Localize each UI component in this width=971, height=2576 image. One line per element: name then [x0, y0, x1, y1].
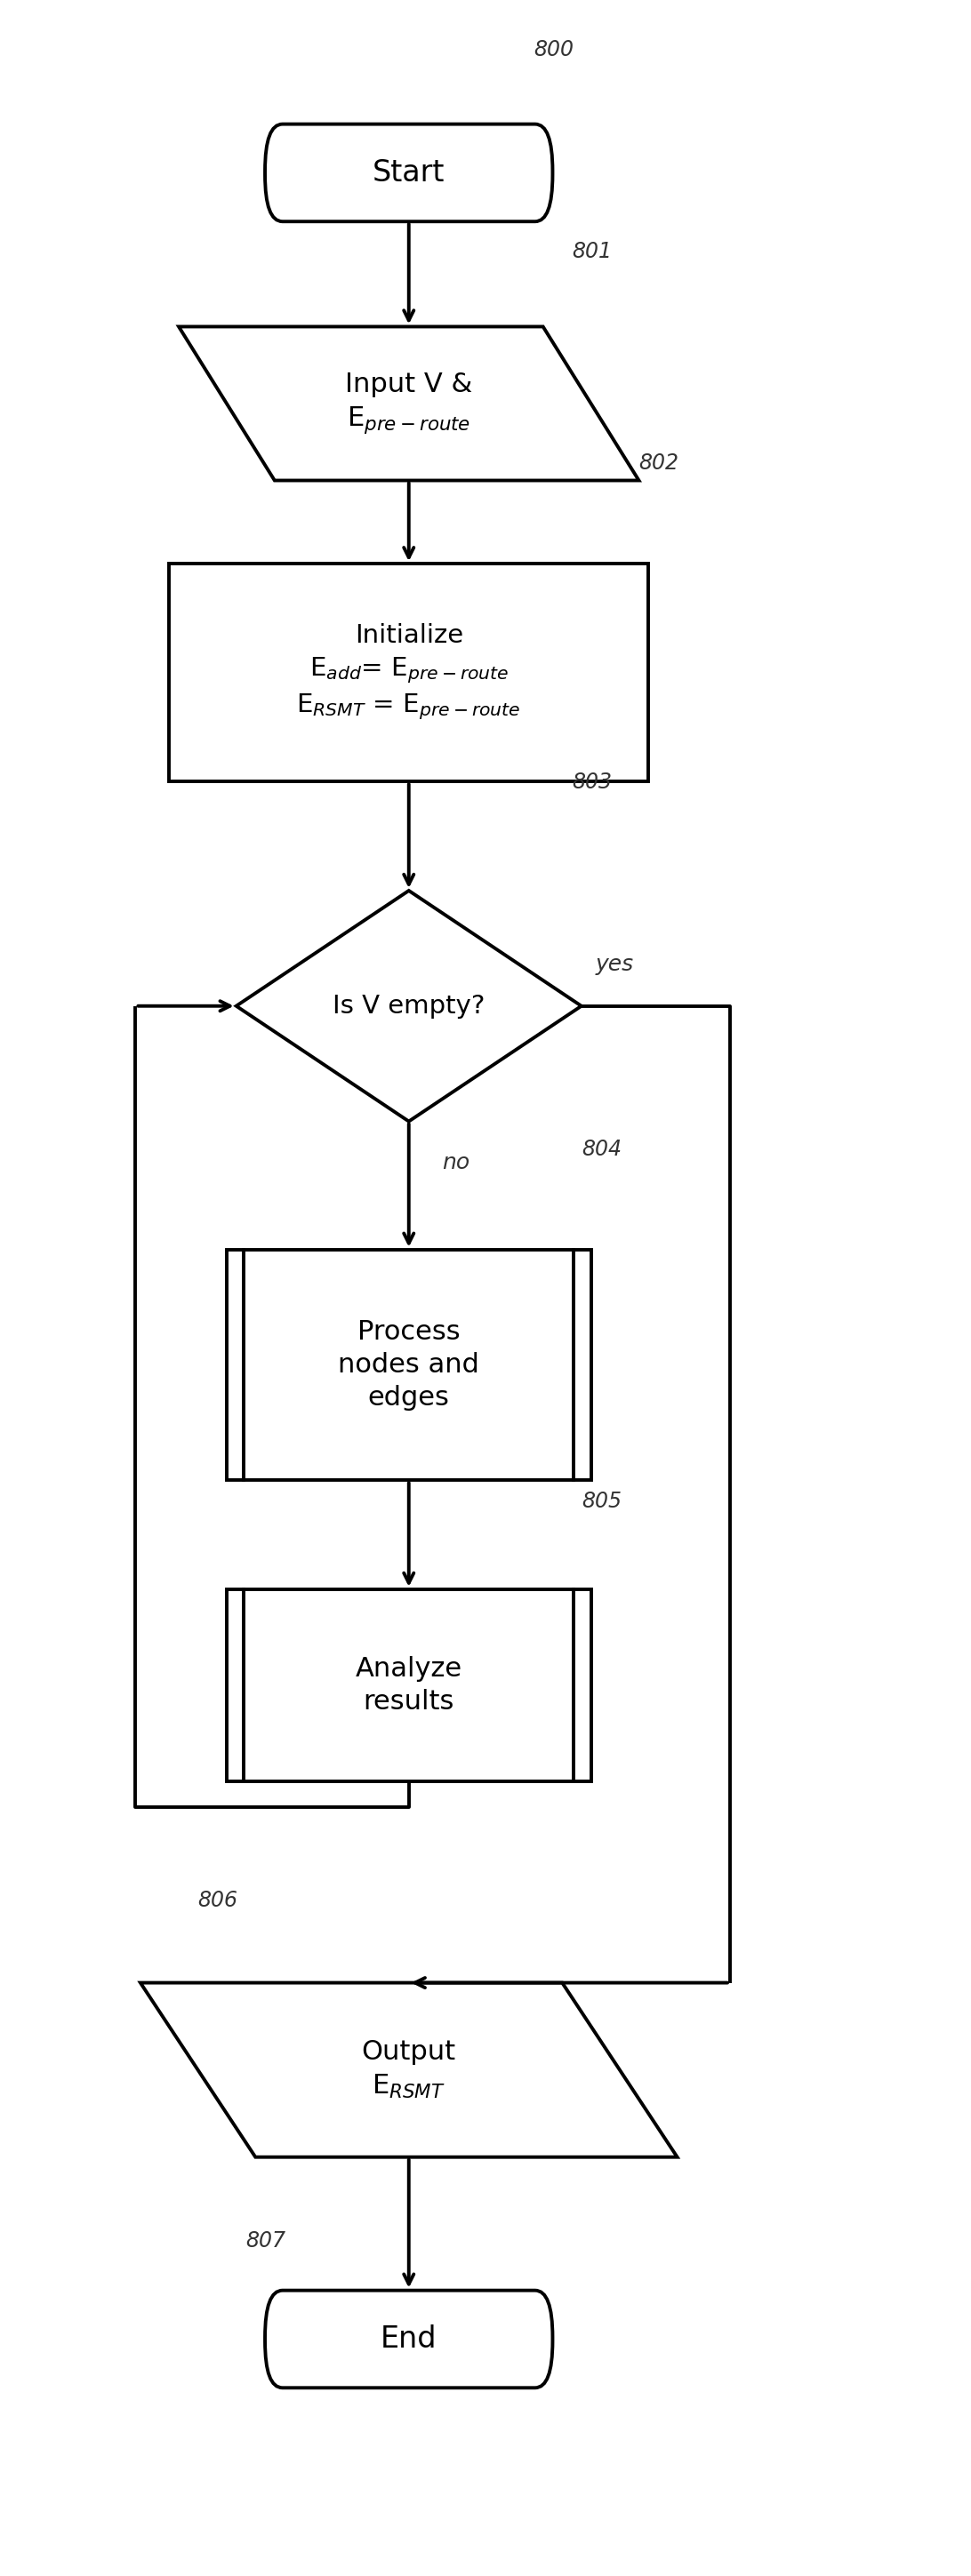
- FancyBboxPatch shape: [265, 2290, 552, 2388]
- Text: 800: 800: [533, 39, 574, 59]
- Text: yes: yes: [596, 953, 634, 976]
- Text: Output
E$_{RSMT}$: Output E$_{RSMT}$: [361, 2040, 456, 2099]
- Polygon shape: [236, 891, 582, 1121]
- Polygon shape: [179, 327, 639, 482]
- Text: Analyze
results: Analyze results: [355, 1656, 462, 1716]
- Text: 805: 805: [582, 1492, 621, 1512]
- Polygon shape: [141, 1984, 677, 2156]
- Text: End: End: [381, 2324, 437, 2354]
- Text: Process
nodes and
edges: Process nodes and edges: [338, 1319, 480, 1412]
- Text: 804: 804: [582, 1139, 621, 1159]
- Text: 807: 807: [246, 2231, 285, 2251]
- Text: no: no: [443, 1151, 470, 1175]
- Text: Start: Start: [373, 157, 445, 188]
- Bar: [226, 1249, 591, 1481]
- FancyBboxPatch shape: [265, 124, 552, 222]
- Text: 803: 803: [572, 773, 612, 793]
- Bar: [169, 564, 649, 781]
- Text: Is V empty?: Is V empty?: [333, 994, 485, 1018]
- Text: 802: 802: [639, 453, 679, 474]
- Text: Initialize
E$_{add}$= E$_{pre-route}$
E$_{RSMT}$ = E$_{pre-route}$: Initialize E$_{add}$= E$_{pre-route}$ E$…: [296, 623, 521, 721]
- Text: Input V &
E$_{pre-route}$: Input V & E$_{pre-route}$: [345, 371, 473, 435]
- Text: 806: 806: [198, 1891, 238, 1911]
- Bar: [226, 1589, 591, 1783]
- Text: 801: 801: [572, 242, 612, 263]
